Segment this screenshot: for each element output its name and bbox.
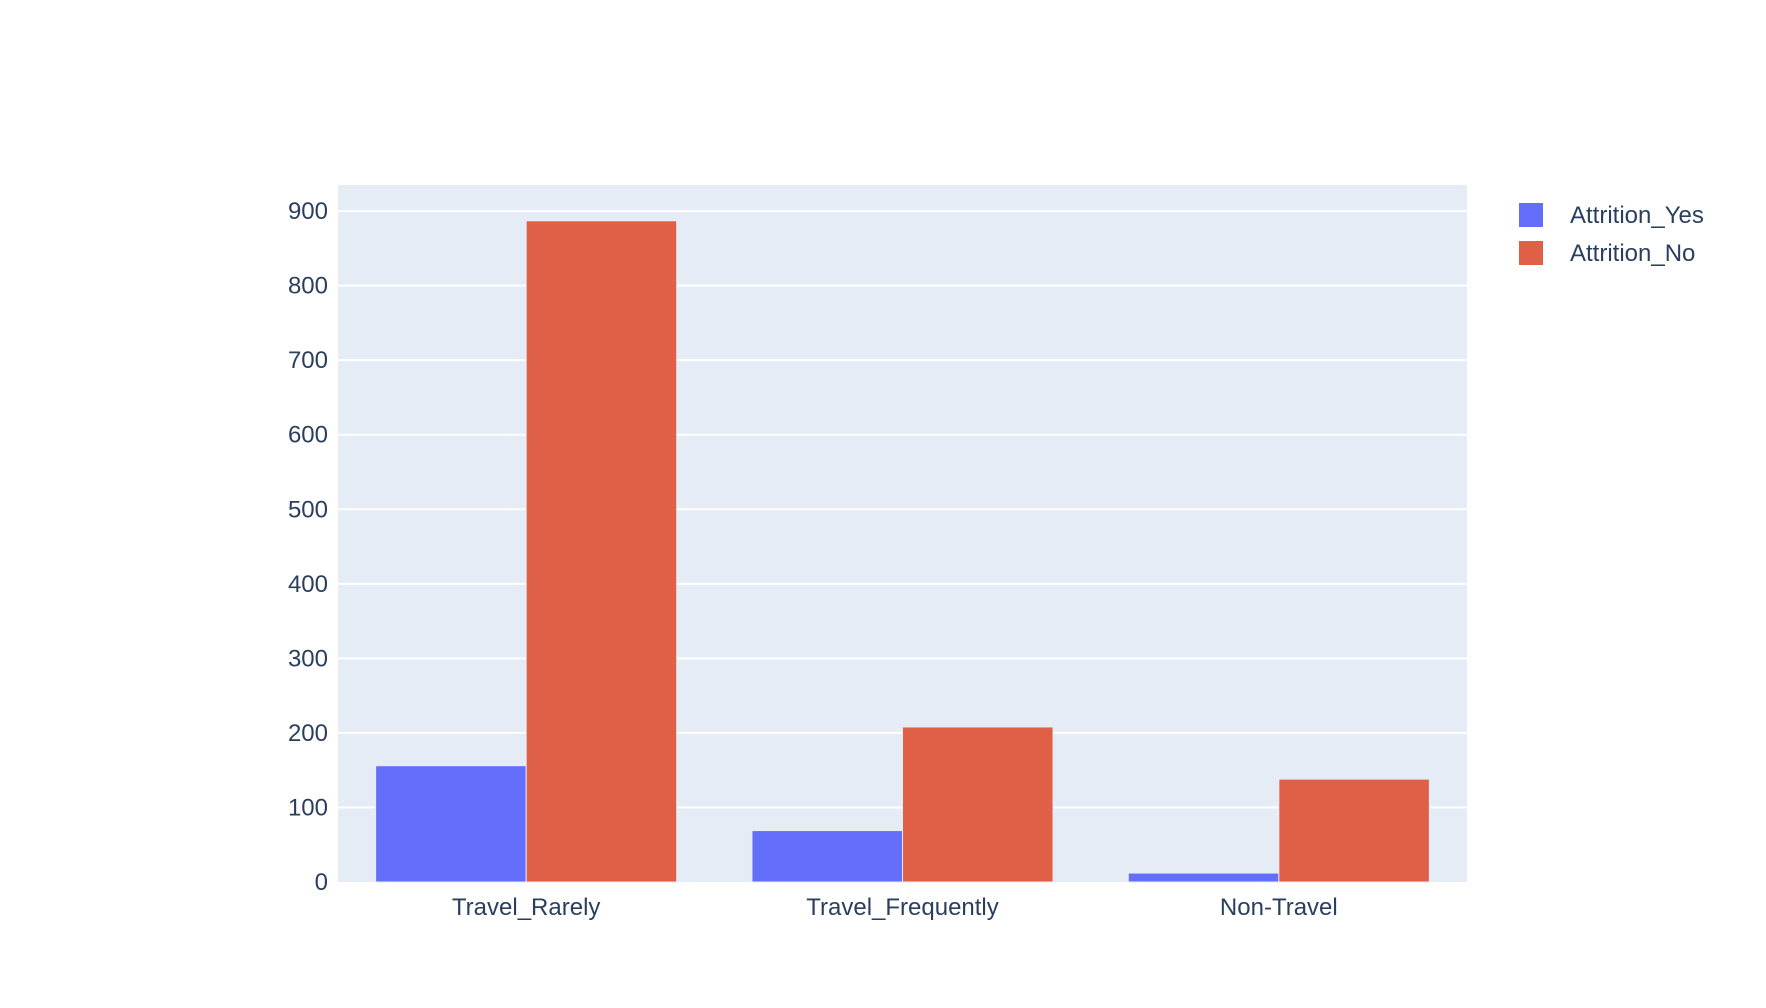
y-tick-label-900: 900 — [288, 198, 328, 225]
y-tick-label-300: 300 — [288, 645, 328, 672]
y-tick-label-200: 200 — [288, 720, 328, 747]
legend-label-Attrition_No: Attrition_No — [1570, 240, 1695, 267]
y-tick-label-100: 100 — [288, 794, 328, 821]
legend-swatch-Attrition_No — [1519, 241, 1543, 265]
y-tick-label-800: 800 — [288, 273, 328, 300]
bars — [375, 220, 1430, 883]
y-tick-label-600: 600 — [288, 422, 328, 449]
bar-Attrition_No-Non-Travel — [1278, 778, 1430, 883]
x-tick-label-Travel_Frequently: Travel_Frequently — [806, 894, 999, 921]
legend-swatch-Attrition_Yes — [1519, 203, 1543, 227]
bar-Attrition_Yes-Travel_Frequently — [751, 830, 904, 883]
x-tick-label-Travel_Rarely: Travel_Rarely — [452, 894, 601, 921]
bar-Attrition_No-Travel_Frequently — [902, 726, 1054, 883]
bar-Attrition_No-Travel_Rarely — [525, 220, 678, 883]
x-tick-label-Non-Travel: Non-Travel — [1220, 894, 1338, 921]
bar-Attrition_Yes-Travel_Rarely — [375, 765, 527, 883]
y-tick-label-500: 500 — [288, 496, 328, 523]
y-axis-ticks: 0 100 200 300 400 500 600 700 800 900 — [288, 198, 328, 896]
legend-label-Attrition_Yes: Attrition_Yes — [1570, 202, 1704, 229]
y-tick-label-400: 400 — [288, 571, 328, 598]
legend: Attrition_Yes Attrition_No — [1519, 202, 1704, 267]
bar-Attrition_Yes-Non-Travel — [1127, 872, 1280, 883]
x-axis-ticks: Travel_Rarely Travel_Frequently Non-Travel — [452, 894, 1338, 921]
y-tick-label-0: 0 — [315, 869, 328, 896]
y-tick-label-700: 700 — [288, 347, 328, 374]
